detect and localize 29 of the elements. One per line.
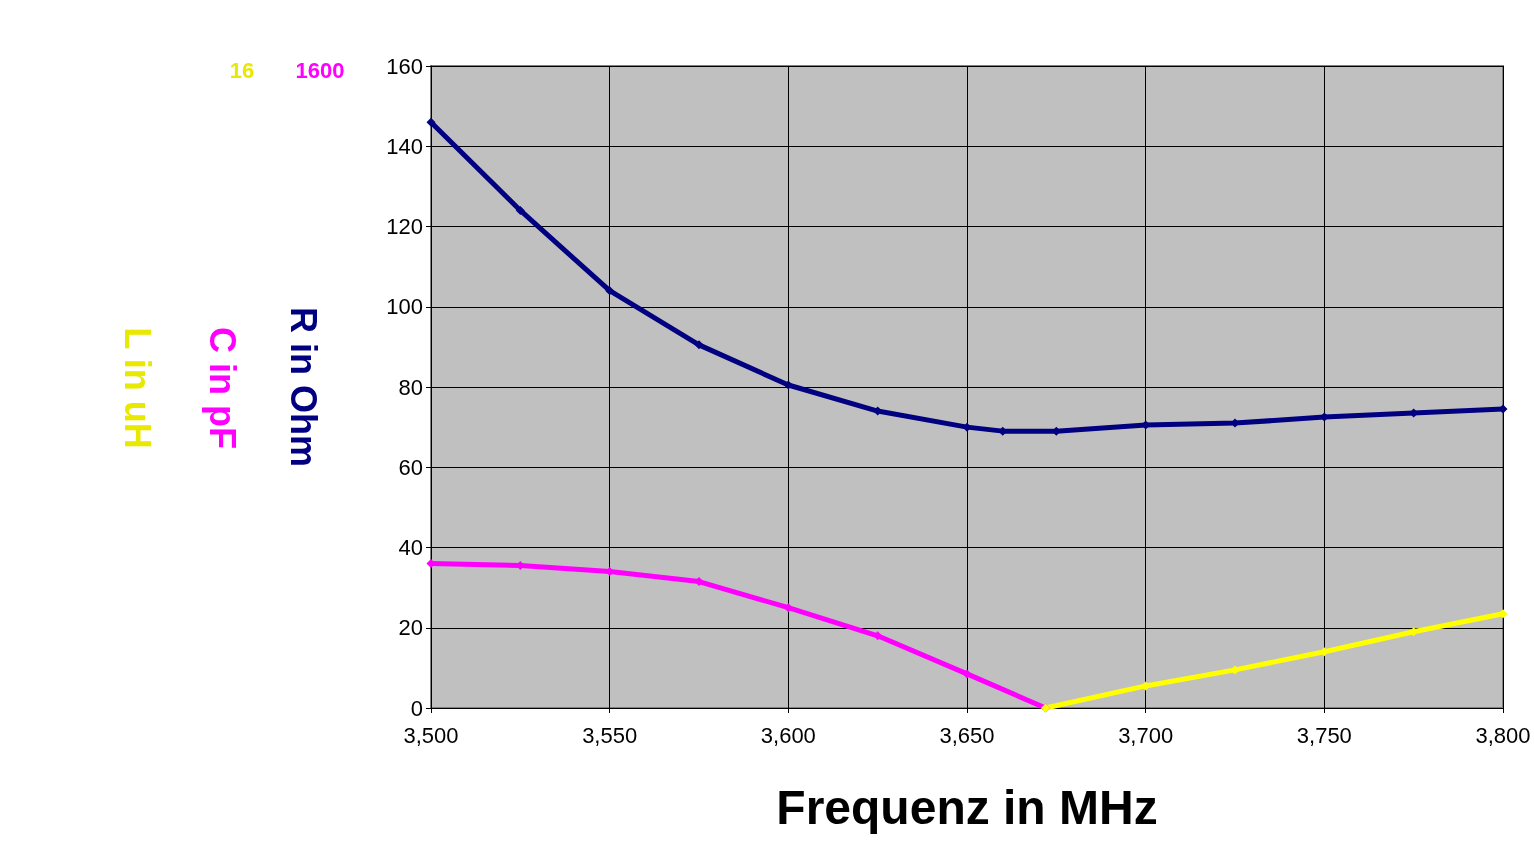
y-tick-label: 100: [386, 294, 423, 320]
x-tick-label: 3,800: [1475, 722, 1531, 748]
y-axis-title: R in Ohm: [282, 307, 324, 467]
x-tick-label: 3,650: [939, 722, 995, 748]
y3-axis-title: L in uH: [116, 327, 158, 449]
x-axis-title: Frequenz in MHz: [776, 780, 1158, 834]
point: [783, 380, 793, 390]
point: [962, 669, 972, 679]
y-tick-label: 0: [410, 695, 423, 721]
y-tick-label: 60: [398, 454, 423, 480]
y-tick-label: 120: [386, 214, 423, 239]
y-tick-label: 80: [398, 374, 423, 400]
x-tick-label: 3,700: [1118, 722, 1174, 748]
x-tick-label: 3,500: [403, 722, 459, 748]
point: [515, 205, 525, 215]
point: [873, 631, 883, 641]
y-tick-label: 140: [386, 133, 423, 159]
y2-axis-title: C in pF: [201, 327, 243, 449]
y-tick-label: 20: [398, 615, 423, 641]
point: [426, 117, 436, 127]
x-tick-label: 3,600: [760, 722, 816, 748]
y-tick-label: 160: [386, 53, 423, 79]
x-tick-label: 3,550: [582, 722, 638, 748]
text: 1600: [295, 57, 345, 83]
y-tick-label: 40: [398, 535, 423, 560]
x-tick-label: 3,750: [1296, 722, 1352, 748]
point: [694, 340, 704, 350]
point: [605, 286, 615, 296]
text: 16: [229, 57, 255, 83]
